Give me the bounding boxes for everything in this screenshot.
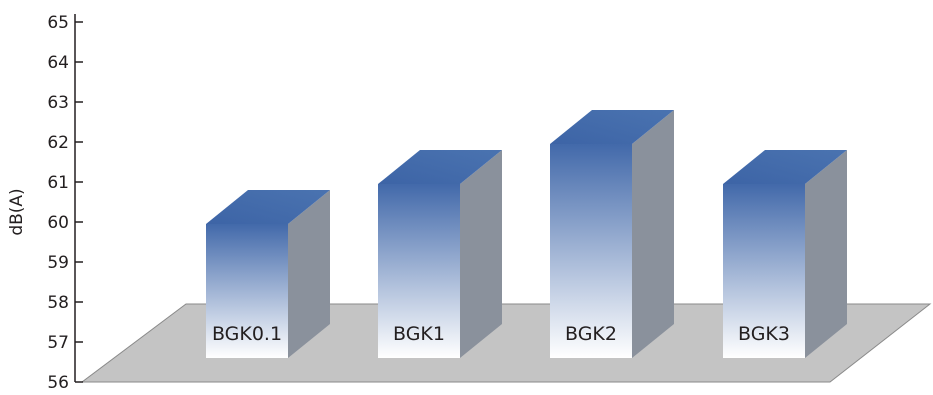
y-tick-label: 57 <box>47 333 69 353</box>
category-label: BGK1 <box>393 323 445 345</box>
bar-front-face <box>550 144 632 358</box>
bar-top-face <box>378 150 502 184</box>
bar-top-face <box>550 110 674 144</box>
bar <box>723 150 847 358</box>
y-tick-label: 56 <box>47 373 69 393</box>
y-tick-label: 62 <box>47 133 69 153</box>
category-label: BGK0.1 <box>212 323 282 345</box>
y-tick-label: 61 <box>47 173 69 193</box>
category-labels: BGK0.1 BGK1 BGK2 BGK3 <box>212 323 790 345</box>
bar-side-face <box>632 110 674 358</box>
y-tick-label: 64 <box>47 53 69 73</box>
bar-top-face <box>206 190 330 224</box>
category-label: BGK3 <box>738 323 790 345</box>
bar-side-face <box>460 150 502 358</box>
y-tick-label: 65 <box>47 13 69 33</box>
y-tick-label: 60 <box>47 213 69 233</box>
bar <box>206 190 330 358</box>
bar-top-face <box>723 150 847 184</box>
category-label: BGK2 <box>565 323 617 345</box>
y-tick-label: 63 <box>47 93 69 113</box>
y-tick-label: 58 <box>47 293 69 313</box>
bar-front-face <box>206 224 288 358</box>
bars <box>206 110 847 358</box>
y-axis-title: dB(A) <box>7 188 27 235</box>
bar-front-face <box>378 184 460 358</box>
bar-front-face <box>723 184 805 358</box>
bar-side-face <box>288 190 330 358</box>
bar <box>550 110 674 358</box>
bar-side-face <box>805 150 847 358</box>
y-axis: 56 57 58 59 60 61 62 63 64 65 <box>47 13 83 393</box>
y-tick-label: 59 <box>47 253 69 273</box>
bar <box>378 150 502 358</box>
